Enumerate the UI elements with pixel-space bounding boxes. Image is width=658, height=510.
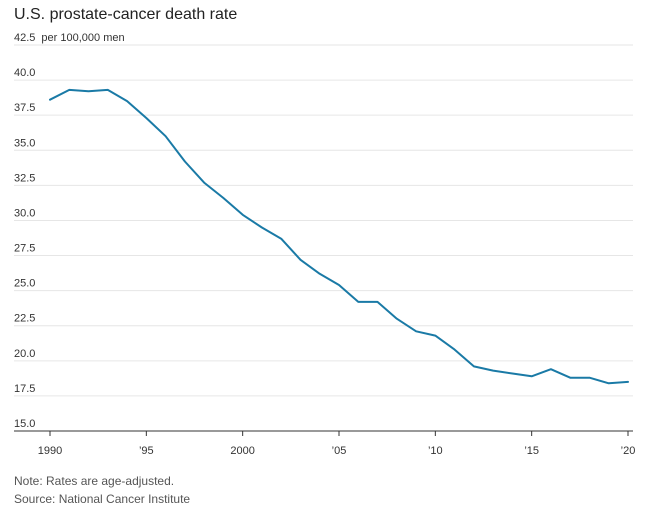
y-tick-label: 20.0	[14, 348, 35, 360]
x-tick-label: 2000	[230, 445, 254, 457]
y-tick-label: 30.0	[14, 207, 35, 219]
y-tick-label: 25.0	[14, 278, 35, 290]
x-tick-label: ’05	[332, 445, 347, 457]
y-axis: 15.0 17.5 20.0 22.5 25.0 27.5 30.0 32.5 35.0 37.5…	[14, 32, 125, 430]
y-tick-label: 15.0	[14, 418, 35, 430]
x-tick-label: ’10	[428, 445, 443, 457]
series-layer	[49, 88, 629, 385]
death-rate-line	[49, 88, 629, 385]
chart-title: U.S. prostate-cancer death rate	[14, 6, 238, 23]
x-tick-label: 1990	[38, 445, 62, 457]
y-axis-unit-label: per 100,000 men	[41, 32, 124, 44]
y-tick-label: 27.5	[14, 243, 35, 255]
y-tick-label: 37.5	[14, 102, 35, 114]
y-tick-label: 40.0	[14, 67, 35, 79]
y-tick-label: 17.5	[14, 383, 35, 395]
x-tick-label: ’15	[524, 445, 539, 457]
chart-source: Source: National Cancer Institute	[14, 492, 191, 506]
y-tick-label: 42.5 per 100,000 men	[14, 32, 125, 44]
y-tick-label: 35.0	[14, 137, 35, 149]
gridlines	[14, 44, 633, 432]
chart-note: Note: Rates are age-adjusted.	[14, 474, 175, 488]
y-tick-label: 32.5	[14, 172, 35, 184]
y-tick-label: 22.5	[14, 313, 35, 325]
x-tick-label: ’95	[139, 445, 154, 457]
x-axis: 1990 ’95 2000 ’05 ’10 ’15 ’20	[38, 431, 636, 457]
x-tick-label: ’20	[621, 445, 636, 457]
